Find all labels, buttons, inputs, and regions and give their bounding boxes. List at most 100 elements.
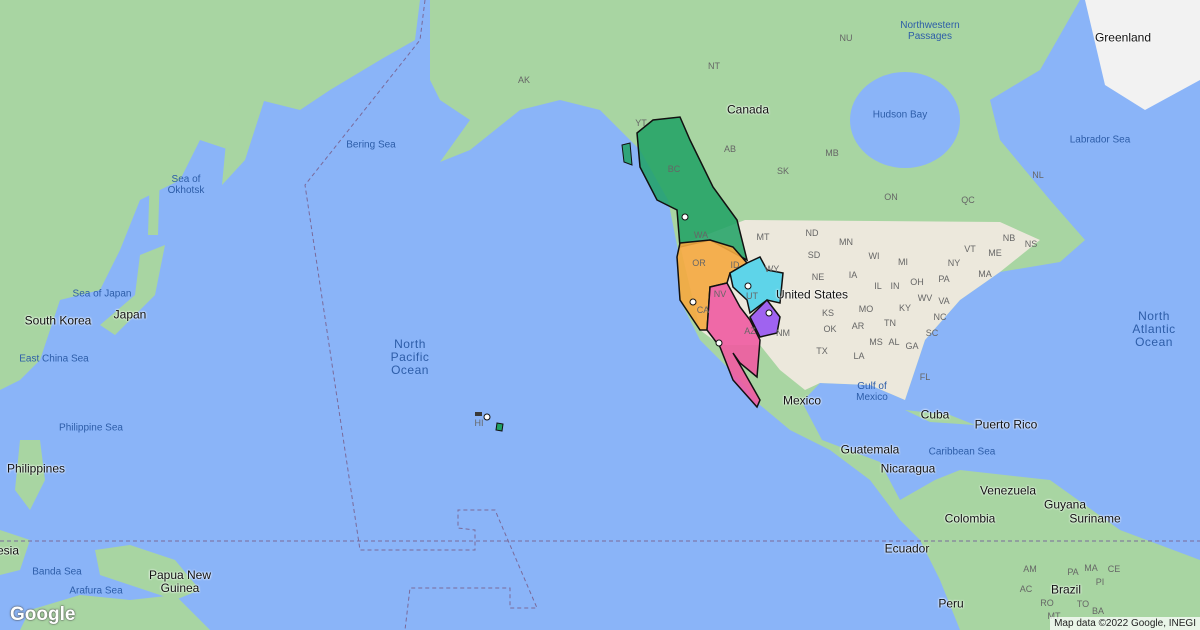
asia-landmass	[0, 0, 420, 390]
star-marker[interactable]	[681, 213, 689, 221]
hawaii-landmass	[475, 412, 482, 416]
label-bering-sea: Bering Sea	[346, 139, 396, 151]
label-state: NE	[811, 272, 825, 283]
label-state: PI	[1095, 577, 1105, 588]
region-green[interactable]	[636, 116, 749, 262]
label-suriname: Suriname	[1069, 511, 1121, 526]
label-gulf-of-mexico: Gulf of Mexico	[856, 381, 888, 403]
label-state: TX	[816, 346, 828, 357]
label-caribbean-sea: Caribbean Sea	[928, 446, 996, 458]
star-marker[interactable]	[765, 309, 773, 317]
label-state: MT	[756, 232, 770, 243]
label-hudson-bay: Hudson Bay	[872, 109, 928, 121]
label-state: BC	[667, 164, 681, 175]
label-papua-new-guinea: Papua New Guinea	[148, 567, 212, 595]
label-state: HI	[474, 418, 484, 429]
label-state: NS	[1024, 239, 1038, 250]
philippines-landmass	[15, 440, 45, 510]
label-state: IA	[848, 270, 858, 281]
region-cyan[interactable]	[729, 256, 784, 315]
label-state: WA	[693, 230, 709, 241]
label-state: QC	[961, 195, 975, 206]
label-arafura-sea: Arafura Sea	[69, 585, 123, 597]
label-state: TN	[884, 318, 896, 329]
label-state: AC	[1019, 584, 1033, 595]
cuba-landmass	[905, 410, 975, 425]
japan-landmass	[100, 245, 165, 335]
label-state: ON	[884, 192, 898, 203]
label-state: UT	[746, 291, 758, 302]
region-green-islands[interactable]	[621, 142, 633, 166]
label-nicaragua: Nicaragua	[880, 461, 936, 476]
star-marker[interactable]	[715, 339, 723, 347]
label-state: OR	[692, 258, 706, 269]
label-state: NY	[947, 258, 961, 269]
label-greenland: Greenland	[1094, 30, 1152, 45]
star-marker[interactable]	[744, 282, 752, 290]
label-state: AK	[517, 75, 531, 86]
label-japan: Japan	[113, 307, 147, 322]
label-state: VA	[938, 296, 950, 307]
label-philippines: Philippines	[6, 461, 66, 476]
label-state: ID	[730, 260, 740, 271]
region-green-hawaii[interactable]	[495, 422, 504, 432]
label-state: AZ	[744, 326, 756, 337]
label-south-korea: South Korea	[24, 313, 92, 328]
label-state: NM	[776, 328, 790, 339]
google-logo[interactable]: Google	[10, 604, 76, 625]
label-state: AR	[851, 321, 865, 332]
label-puerto-rico: Puerto Rico	[974, 417, 1038, 432]
label-northwestern-passages: Northwestern Passages	[900, 20, 960, 42]
label-colombia: Colombia	[944, 511, 996, 526]
label-guyana: Guyana	[1043, 497, 1087, 512]
label-state: NB	[1002, 233, 1016, 244]
region-purple[interactable]	[749, 298, 781, 338]
label-state: SD	[807, 250, 821, 261]
new-guinea-landmass	[95, 545, 200, 600]
label-brazil: Brazil	[1050, 582, 1082, 597]
label-state: IN	[890, 281, 900, 292]
label-state: MA	[1084, 563, 1098, 574]
label-united-states: United States	[775, 287, 849, 302]
label-state: MO	[858, 304, 874, 315]
star-marker[interactable]	[689, 298, 697, 306]
label-peru: Peru	[938, 596, 964, 611]
label-venezuela: Venezuela	[979, 483, 1037, 498]
label-state: CE	[1107, 564, 1121, 575]
label-canada: Canada	[726, 102, 770, 117]
label-state: GA	[905, 341, 919, 352]
label-sea-of-okhotsk: Sea of Okhotsk	[167, 174, 205, 196]
label-state: KS	[821, 308, 835, 319]
label-state: PA	[938, 274, 950, 285]
label-state: RO	[1040, 598, 1054, 609]
star-marker[interactable]	[483, 413, 491, 421]
greenland-landmass	[1085, 0, 1200, 110]
label-state: NC	[933, 312, 947, 323]
label-state: NT	[708, 61, 720, 72]
label-indonesia: esia	[0, 543, 20, 558]
label-state: MI	[898, 257, 908, 268]
label-state: WY	[764, 264, 780, 275]
label-labrador-sea: Labrador Sea	[1069, 134, 1131, 146]
australia-landmass	[20, 595, 210, 630]
map-attribution: Map data ©2022 Google, INEGI	[1050, 617, 1200, 630]
region-pink[interactable]	[706, 282, 761, 409]
label-state: FL	[919, 372, 931, 383]
label-state: LA	[853, 351, 865, 362]
label-state: WI	[868, 251, 880, 262]
label-state: NU	[839, 33, 853, 44]
label-state: MA	[978, 269, 992, 280]
label-mexico: Mexico	[782, 393, 822, 408]
label-state: NL	[1032, 170, 1044, 181]
label-state: SC	[925, 328, 939, 339]
label-state: YT	[635, 118, 647, 129]
usa-landmass	[680, 220, 1040, 400]
label-state: AB	[723, 144, 737, 155]
hudson-bay-water	[850, 72, 960, 168]
star-marker-group	[483, 213, 773, 421]
label-state: WV	[917, 293, 933, 304]
label-state: MB	[825, 148, 839, 159]
label-philippine-sea: Philippine Sea	[59, 422, 123, 434]
label-state: IL	[874, 281, 882, 292]
